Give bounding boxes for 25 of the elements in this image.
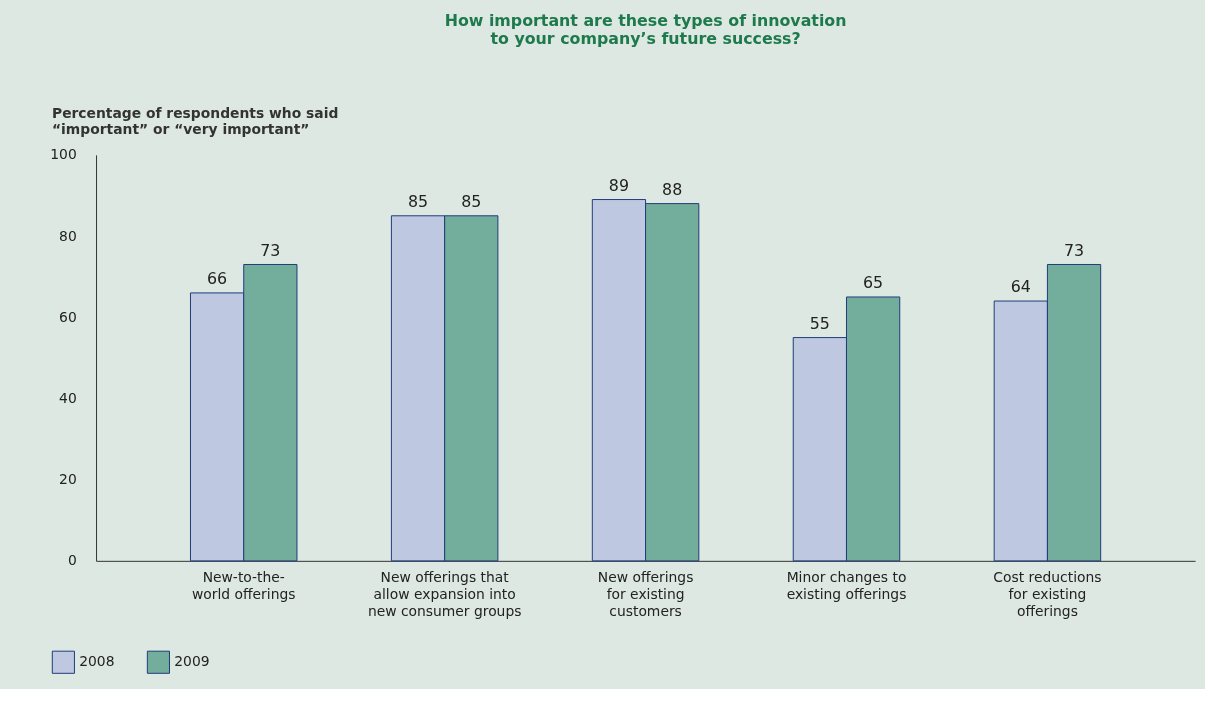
y-axis-title: Percentage of respondents who said “important” or “very important” [51,104,339,137]
data-label: 88 [662,179,683,199]
legend-label: 2008 [79,653,115,670]
x-tick-label: Cost reductions for existing offerings [993,569,1102,619]
data-label: 65 [863,273,884,293]
x-tick-label: New offerings that allow expansion into new consumer groups [367,569,522,619]
y-tick-label: 20 [59,471,77,488]
data-label: 85 [461,191,482,211]
x-tick-label: New offerings for existing customers [597,569,694,619]
data-label: 55 [809,313,830,333]
data-label: 85 [407,191,429,211]
data-label: 73 [1063,240,1085,260]
y-tick-label: 0 [67,552,77,569]
data-label: 89 [608,175,630,195]
data-label: 66 [207,269,228,288]
chart-title: How important are these types of innovation to your company’s future success? [444,11,847,48]
x-tick-label: Minor changes to existing offerings [786,569,907,602]
legend-label: 2009 [174,653,210,670]
y-tick-label: 80 [59,227,77,244]
data-label: 64 [1010,277,1031,297]
x-tick-label: New-to-the- world offerings [191,569,296,602]
y-tick-label: 100 [50,146,77,163]
y-tick-label: 40 [59,389,77,406]
y-tick-label: 60 [59,308,77,325]
data-label: 73 [260,240,281,260]
